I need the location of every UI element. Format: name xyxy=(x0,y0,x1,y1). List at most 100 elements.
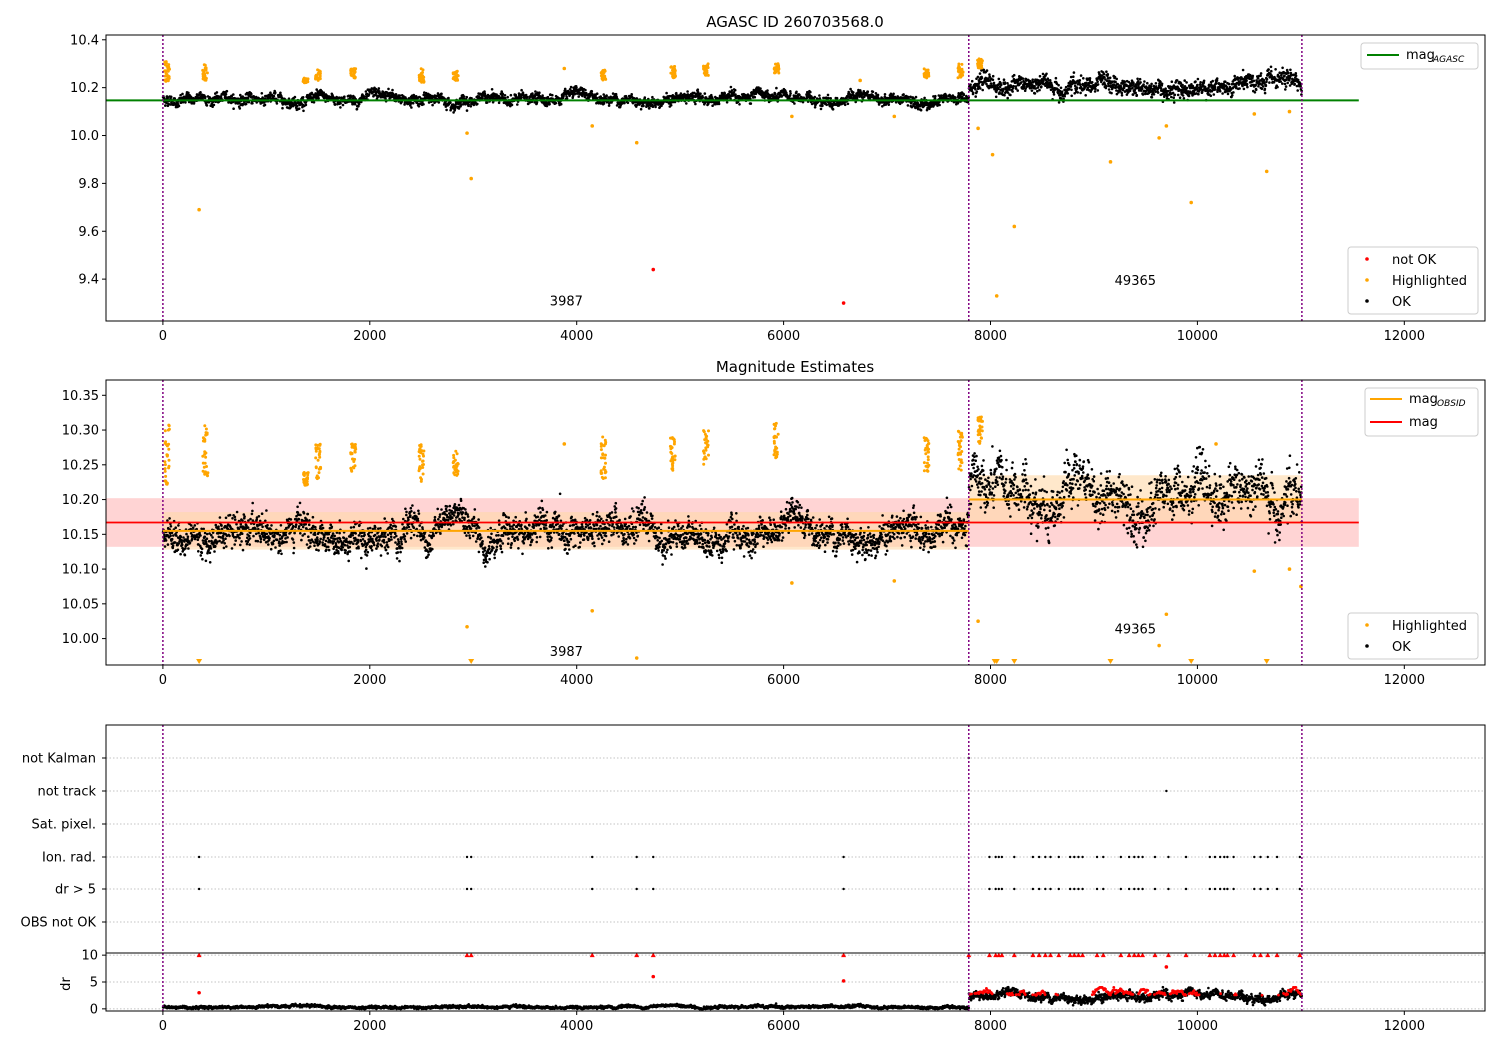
ok-point xyxy=(230,95,233,98)
ok-point xyxy=(819,107,823,111)
x-tick-label: 10000 xyxy=(1177,673,1218,688)
ok-point xyxy=(1149,85,1153,88)
ok-point xyxy=(176,548,180,552)
ok-point xyxy=(809,90,812,94)
ok-point xyxy=(639,107,643,111)
ok-point xyxy=(1132,82,1135,86)
ok-point xyxy=(1136,80,1140,83)
ok-point xyxy=(1045,72,1048,76)
ok-point xyxy=(270,93,274,97)
ok-point xyxy=(241,95,244,98)
ok-point xyxy=(827,96,830,100)
highlighted-point xyxy=(980,66,983,70)
ok-point xyxy=(793,102,796,105)
ok-point xyxy=(602,93,605,96)
ok-point xyxy=(224,92,228,96)
ok-point xyxy=(215,91,219,94)
highlighted-point xyxy=(773,68,777,72)
ok-point xyxy=(317,97,320,100)
highlighted-point xyxy=(316,76,320,80)
ok-point xyxy=(1048,79,1052,82)
ok-point xyxy=(813,95,817,99)
ok-point xyxy=(1033,92,1037,95)
ok-point xyxy=(1187,94,1191,98)
ok-point xyxy=(1181,83,1184,87)
ok-point xyxy=(876,93,880,97)
ok-point xyxy=(509,93,513,97)
ok-point xyxy=(483,92,487,95)
ok-point xyxy=(1166,89,1170,93)
highlighted-point xyxy=(164,79,168,83)
legend-sub-agasc: AGASC xyxy=(1432,55,1465,65)
ok-point xyxy=(343,95,346,98)
ok-point xyxy=(199,91,202,94)
legend-agasc-top: mag AGASC xyxy=(1360,42,1479,70)
y-tick-label: 10.30 xyxy=(62,424,99,439)
highlighted-point xyxy=(454,78,458,82)
ok-point xyxy=(199,534,202,537)
highlighted-point xyxy=(353,69,357,73)
ok-point xyxy=(1202,79,1206,83)
ok-point xyxy=(281,106,284,110)
ok-point xyxy=(976,75,980,79)
ok-point xyxy=(1199,81,1202,84)
ok-point xyxy=(1031,78,1034,81)
ok-point xyxy=(970,79,974,83)
ok-point xyxy=(501,92,505,96)
ok-point xyxy=(301,105,304,109)
ok-point xyxy=(1096,80,1099,83)
ok-point xyxy=(481,96,484,100)
ok-point xyxy=(1296,89,1299,92)
ok-point xyxy=(729,85,733,89)
x-tick-label: 0 xyxy=(159,673,167,688)
ok-point xyxy=(363,95,366,98)
ok-point xyxy=(992,81,996,85)
ok-point xyxy=(1221,92,1224,95)
ok-point xyxy=(630,93,633,96)
highlighted-point xyxy=(976,126,980,131)
ok-point xyxy=(1093,90,1097,93)
ok-point xyxy=(341,103,345,107)
ok-point xyxy=(251,102,254,105)
ok-point xyxy=(244,102,248,106)
ok-point xyxy=(427,101,431,104)
ok-point xyxy=(531,92,534,95)
x-tick-label: 4000 xyxy=(560,673,593,688)
highlighted-point xyxy=(204,68,208,72)
ok-point xyxy=(200,551,204,554)
ok-point xyxy=(524,93,528,97)
ok-point xyxy=(1294,72,1298,75)
ok-point xyxy=(239,93,242,97)
ok-point xyxy=(821,104,824,107)
ok-point xyxy=(933,97,937,100)
ok-point xyxy=(701,96,705,99)
ok-point xyxy=(974,87,977,91)
ok-point xyxy=(623,101,626,105)
ok-point xyxy=(201,539,205,542)
ok-point xyxy=(975,90,979,93)
ok-point xyxy=(385,91,389,94)
highlighted-point xyxy=(314,73,318,77)
highlighted-point xyxy=(455,69,459,73)
ok-point xyxy=(1284,88,1287,91)
ok-point xyxy=(829,97,832,100)
ok-point xyxy=(1096,83,1100,86)
legend-label-ok: OK xyxy=(1392,295,1411,310)
ok-point xyxy=(1241,68,1245,72)
highlighted-point xyxy=(957,70,961,74)
ok-point xyxy=(472,103,476,107)
ok-point xyxy=(892,92,895,96)
ok-point xyxy=(410,106,413,109)
ok-point xyxy=(261,96,264,99)
ok-point xyxy=(465,109,469,112)
ok-point xyxy=(219,531,223,535)
ok-point xyxy=(232,93,235,96)
legend-label-highlighted: Highlighted xyxy=(1392,274,1467,289)
highlighted-point xyxy=(858,78,862,83)
ok-point xyxy=(1254,88,1258,92)
highlighted-point xyxy=(704,73,708,77)
legend-agasc-bottom: not OK Highlighted OK xyxy=(1347,246,1479,315)
ok-point xyxy=(421,101,424,104)
ok-point xyxy=(648,106,651,110)
ok-point xyxy=(193,524,197,527)
